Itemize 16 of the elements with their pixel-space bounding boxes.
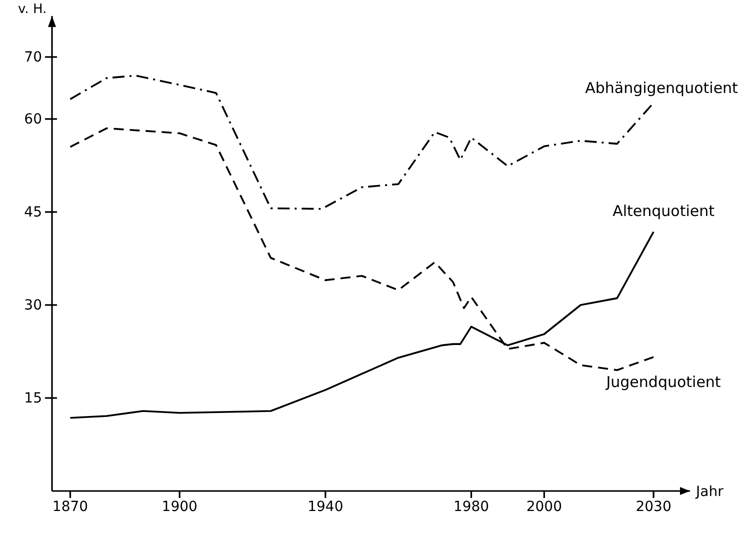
x-tick-label: 1980 bbox=[453, 498, 490, 515]
x-tick-label: 1870 bbox=[52, 498, 88, 515]
y-tick-label: 60 bbox=[24, 111, 42, 128]
x-tick-label: 1940 bbox=[308, 498, 344, 515]
y-tick-label: 45 bbox=[24, 204, 42, 220]
series-label: Jugendquotient bbox=[605, 373, 721, 392]
y-axis-title: v. H. bbox=[18, 2, 47, 17]
series-label: Altenquotient bbox=[612, 202, 715, 220]
series-label: Abhängigenquotient bbox=[585, 78, 738, 97]
x-axis-title: Jahr bbox=[695, 484, 724, 500]
y-tick-label: 15 bbox=[24, 390, 42, 406]
x-tick-label: 2030 bbox=[636, 498, 672, 515]
x-tick-label: 1900 bbox=[162, 498, 198, 515]
y-tick-label: 70 bbox=[24, 49, 42, 66]
y-tick-label: 30 bbox=[24, 297, 42, 314]
x-tick-label: 2000 bbox=[526, 498, 562, 515]
